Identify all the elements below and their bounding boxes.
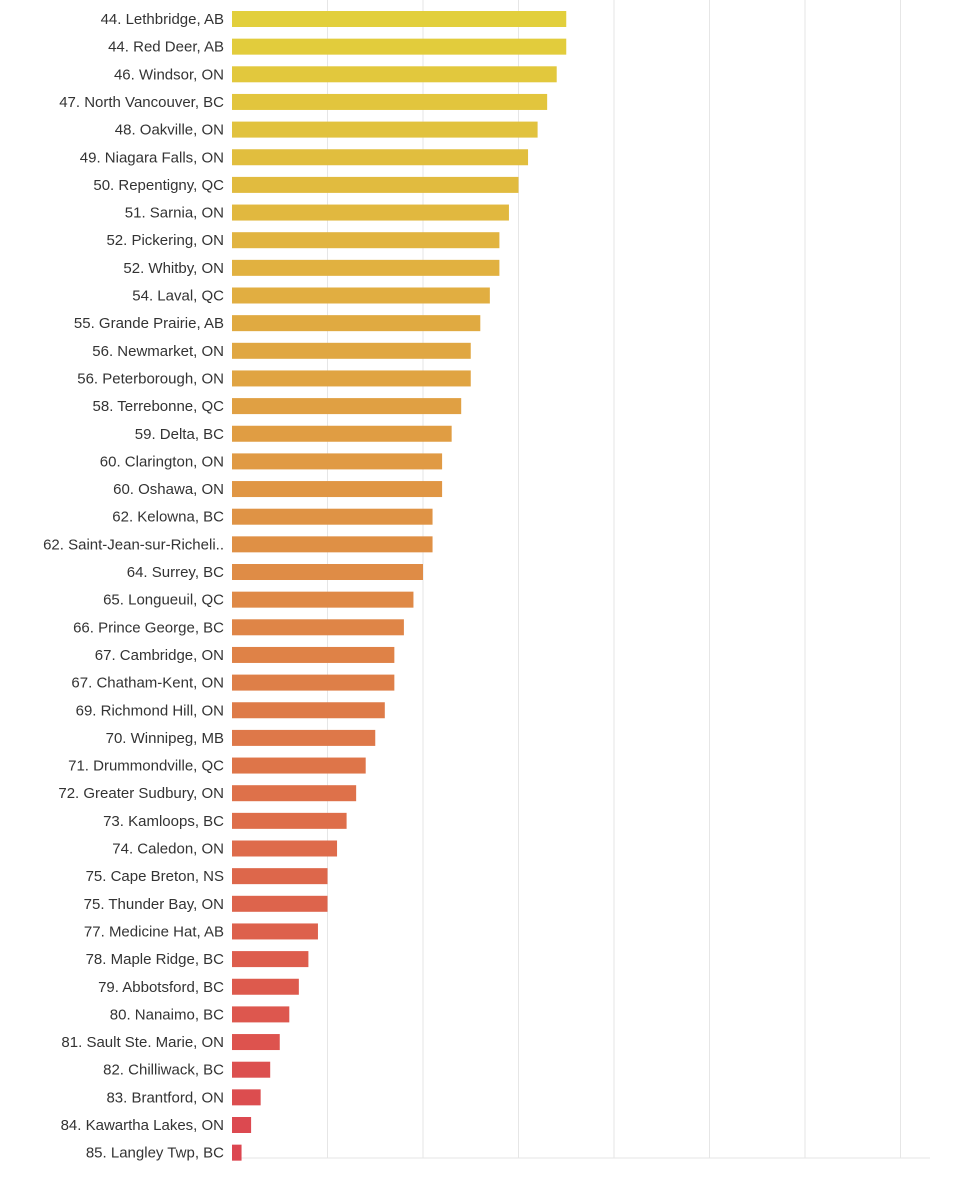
category-label: 59. Delta, BC	[135, 426, 224, 443]
category-label: 77. Medicine Hat, AB	[84, 923, 224, 940]
bar[interactable]	[232, 674, 395, 691]
bar[interactable]	[232, 398, 462, 415]
category-label: 74. Caledon, ON	[112, 841, 224, 858]
category-label: 60. Oshawa, ON	[113, 481, 224, 498]
category-label: 62. Saint-Jean-sur-Richeli..	[43, 536, 224, 553]
bar[interactable]	[232, 453, 443, 470]
gridlines	[232, 0, 930, 1159]
bar[interactable]	[232, 757, 366, 774]
bar[interactable]	[232, 149, 529, 166]
category-label: 69. Richmond Hill, ON	[76, 702, 224, 719]
bar[interactable]	[232, 66, 557, 83]
category-label: 72. Greater Sudbury, ON	[58, 785, 224, 802]
bar[interactable]	[232, 812, 347, 829]
bar[interactable]	[232, 785, 357, 802]
category-label: 51. Sarnia, ON	[125, 205, 224, 222]
bar[interactable]	[232, 591, 414, 608]
bar[interactable]	[232, 895, 328, 912]
category-label: 78. Maple Ridge, BC	[86, 951, 225, 968]
category-label: 81. Sault Ste. Marie, ON	[61, 1034, 224, 1051]
category-label: 48. Oakville, ON	[115, 122, 224, 139]
bar[interactable]	[232, 1089, 261, 1106]
category-label: 79. Abbotsford, BC	[98, 979, 224, 996]
category-label: 62. Kelowna, BC	[112, 509, 224, 526]
bar[interactable]	[232, 93, 548, 110]
category-label: 66. Prince George, BC	[73, 619, 224, 636]
category-label: 58. Terrebonne, QC	[93, 398, 225, 415]
bar[interactable]	[232, 315, 481, 332]
category-label: 50. Repentigny, QC	[93, 177, 224, 194]
bar[interactable]	[232, 1117, 252, 1133]
bar[interactable]	[232, 1144, 242, 1161]
category-label: 67. Chatham-Kent, ON	[71, 675, 224, 692]
bar[interactable]	[232, 564, 423, 580]
bar[interactable]	[232, 1006, 290, 1023]
category-label: 46. Windsor, ON	[114, 66, 224, 83]
bar[interactable]	[232, 619, 404, 636]
category-label: 49. Niagara Falls, ON	[80, 149, 224, 166]
bar[interactable]	[232, 1034, 280, 1051]
category-label: 85. Langley Twp, BC	[86, 1145, 224, 1162]
bar[interactable]	[232, 481, 443, 498]
category-label: 52. Pickering, ON	[106, 232, 224, 249]
category-label: 75. Cape Breton, NS	[86, 868, 224, 885]
category-label: 54. Laval, QC	[132, 288, 224, 305]
bar[interactable]	[232, 121, 538, 138]
bar[interactable]	[232, 259, 500, 276]
category-label: 52. Whitby, ON	[123, 260, 224, 277]
bar[interactable]	[232, 923, 318, 940]
bar[interactable]	[232, 232, 500, 249]
bar[interactable]	[232, 370, 471, 387]
category-label: 44. Red Deer, AB	[108, 39, 224, 56]
bar[interactable]	[232, 508, 433, 525]
bar[interactable]	[232, 287, 490, 304]
category-label: 44. Lethbridge, AB	[101, 11, 224, 28]
bars	[232, 11, 567, 1161]
bar[interactable]	[232, 840, 338, 857]
bar[interactable]	[232, 646, 395, 663]
category-label: 47. North Vancouver, BC	[59, 94, 224, 111]
category-label: 60. Clarington, ON	[100, 453, 224, 470]
category-label: 55. Grande Prairie, AB	[74, 315, 224, 332]
bar[interactable]	[232, 1061, 271, 1078]
bar[interactable]	[232, 951, 309, 968]
category-label: 73. Kamloops, BC	[103, 813, 224, 830]
bar[interactable]	[232, 342, 471, 359]
category-label: 67. Cambridge, ON	[95, 647, 224, 664]
category-label: 70. Winnipeg, MB	[106, 730, 224, 747]
bar[interactable]	[232, 176, 519, 193]
category-label: 75. Thunder Bay, ON	[84, 896, 224, 913]
bar[interactable]	[232, 536, 433, 553]
bar[interactable]	[232, 702, 385, 719]
bar[interactable]	[232, 204, 509, 221]
bar[interactable]	[232, 978, 299, 995]
bar[interactable]	[232, 11, 567, 27]
category-label: 83. Brantford, ON	[106, 1089, 224, 1106]
category-label: 71. Drummondville, QC	[68, 758, 224, 775]
category-label: 84. Kawartha Lakes, ON	[61, 1117, 224, 1134]
category-label: 65. Longueuil, QC	[103, 592, 224, 609]
category-label: 56. Peterborough, ON	[77, 370, 224, 387]
category-label: 80. Nanaimo, BC	[110, 1006, 224, 1023]
category-labels: 44. Lethbridge, AB 44. Red Deer, AB 46. Wi…	[43, 11, 224, 1162]
bar[interactable]	[232, 729, 376, 746]
bar[interactable]	[232, 868, 328, 885]
bar[interactable]	[232, 425, 452, 442]
bar[interactable]	[232, 38, 567, 55]
category-label: 82. Chilliwack, BC	[103, 1062, 224, 1079]
category-label: 56. Newmarket, ON	[92, 343, 224, 360]
category-label: 64. Surrey, BC	[127, 564, 224, 581]
